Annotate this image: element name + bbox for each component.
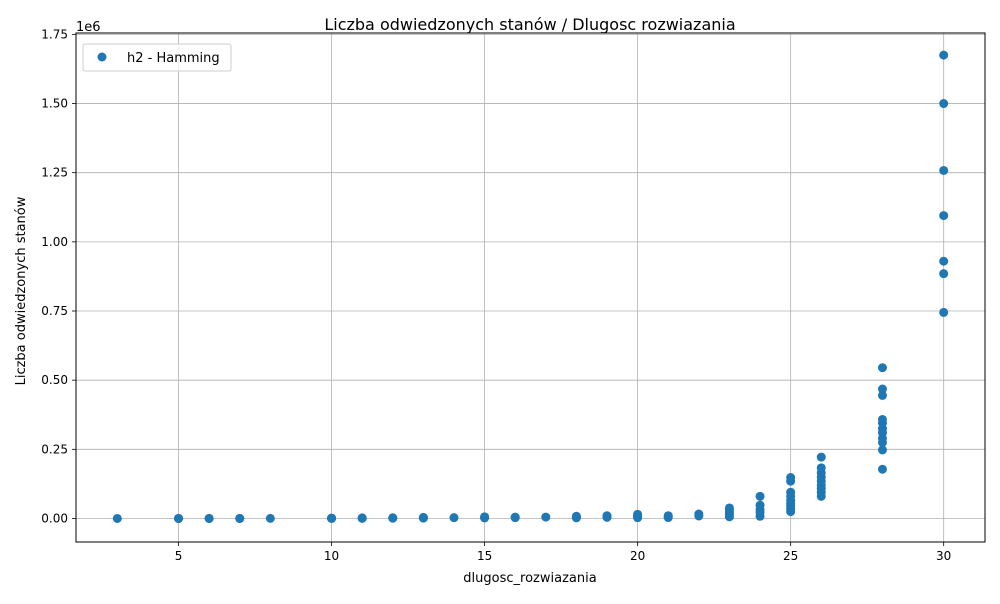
data-point xyxy=(357,513,367,523)
legend-marker xyxy=(97,52,107,62)
data-point xyxy=(235,513,245,523)
data-point xyxy=(724,503,734,513)
data-point xyxy=(541,512,551,522)
data-point xyxy=(633,509,643,519)
grid xyxy=(76,33,985,542)
data-point xyxy=(602,511,612,521)
data-point xyxy=(939,165,949,175)
data-point xyxy=(480,512,490,522)
data-point xyxy=(755,491,765,501)
data-point xyxy=(786,473,796,483)
y-tick-label: 0.25 xyxy=(41,442,68,456)
data-point xyxy=(755,500,765,510)
data-point xyxy=(418,512,428,522)
data-point xyxy=(939,211,949,221)
data-point xyxy=(939,307,949,317)
data-point xyxy=(939,99,949,109)
data-point xyxy=(388,513,398,523)
data-point xyxy=(694,509,704,519)
data-point xyxy=(939,256,949,266)
legend: h2 - Hamming xyxy=(82,43,232,72)
y-axis-offset-label: 1e6 xyxy=(76,20,101,35)
data-point xyxy=(877,384,887,394)
data-point xyxy=(510,512,520,522)
data-point xyxy=(877,445,887,455)
data-point xyxy=(877,390,887,400)
data-point xyxy=(204,513,214,523)
data-point xyxy=(816,463,826,473)
chart-title: Liczba odwiedzonych stanów / Dlugosc roz… xyxy=(324,15,735,34)
data-point xyxy=(571,511,581,521)
x-tick-label: 10 xyxy=(324,549,339,563)
x-axis-ticks: 5 10 15 20 25 30 xyxy=(175,542,951,563)
data-points xyxy=(112,50,949,523)
data-point xyxy=(877,414,887,424)
y-tick-label: 1.25 xyxy=(41,166,68,180)
x-axis-label: dlugosc_rozwiazania xyxy=(463,571,596,586)
data-point xyxy=(816,452,826,462)
data-point xyxy=(663,511,673,521)
plot-area-frame xyxy=(75,32,986,543)
data-point xyxy=(939,50,949,60)
data-point xyxy=(327,513,337,523)
legend-box xyxy=(82,43,232,72)
y-tick-label: 0.75 xyxy=(41,304,68,318)
y-tick-label: 0.50 xyxy=(41,373,68,387)
y-tick-label: 0.00 xyxy=(41,511,68,525)
y-tick-label: 1.00 xyxy=(41,235,68,249)
data-point xyxy=(786,487,796,497)
y-axis-ticks: 0.00 0.25 0.50 0.75 1.00 1.25 1.50 1.75 xyxy=(41,27,76,525)
data-point xyxy=(174,513,184,523)
y-tick-label: 1.75 xyxy=(41,27,68,41)
data-point xyxy=(265,513,275,523)
legend-label: h2 - Hamming xyxy=(127,51,220,66)
data-point xyxy=(877,464,887,474)
data-point xyxy=(449,513,459,523)
x-tick-label: 20 xyxy=(630,549,645,563)
y-tick-label: 1.50 xyxy=(41,97,68,111)
data-point xyxy=(939,269,949,279)
data-point xyxy=(112,513,122,523)
data-point xyxy=(877,363,887,373)
x-tick-label: 5 xyxy=(175,549,183,563)
y-axis-label: Liczba odwiedzonych stanów xyxy=(14,196,29,385)
x-tick-label: 30 xyxy=(936,549,951,563)
x-tick-label: 25 xyxy=(783,549,798,563)
x-tick-label: 15 xyxy=(477,549,492,563)
